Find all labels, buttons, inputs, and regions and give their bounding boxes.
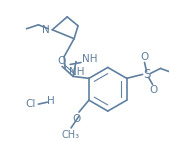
Text: NH: NH: [82, 54, 97, 63]
Text: CH₃: CH₃: [62, 130, 80, 140]
Text: O: O: [140, 51, 149, 61]
Text: Cl: Cl: [25, 99, 36, 109]
Text: H: H: [47, 96, 55, 106]
Text: O: O: [57, 57, 65, 67]
Text: N: N: [41, 25, 49, 35]
Text: NH: NH: [69, 67, 85, 77]
Text: O: O: [149, 85, 158, 95]
Text: S: S: [143, 68, 150, 81]
Text: O: O: [72, 114, 80, 124]
